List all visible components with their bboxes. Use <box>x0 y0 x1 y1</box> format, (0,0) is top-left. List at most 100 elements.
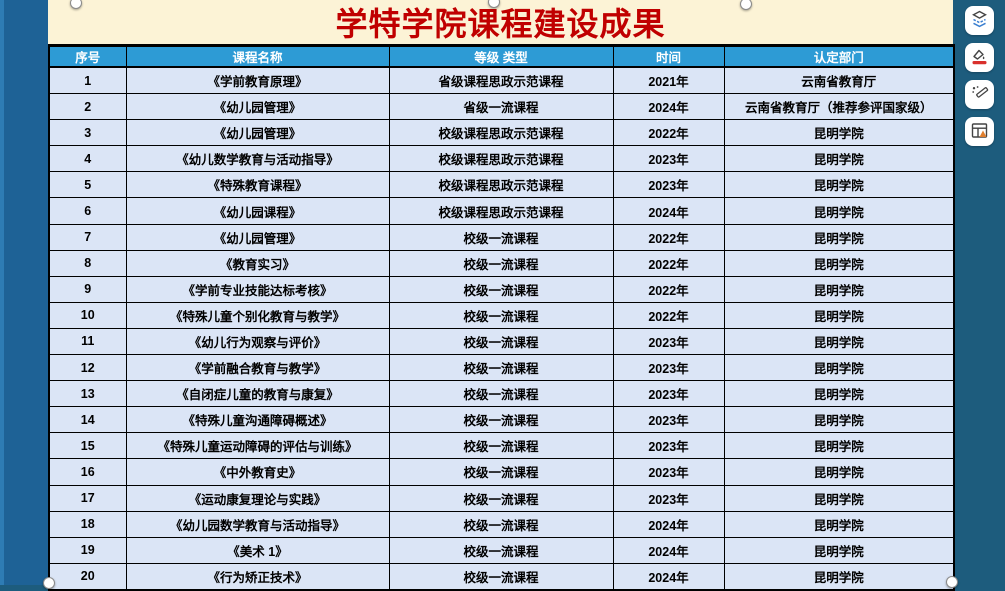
col-header-index: 序号 <box>48 44 127 68</box>
table-row[interactable]: 3 《幼儿园管理》 校级课程思政示范课程 2022年 昆明学院 <box>48 119 955 147</box>
table-row[interactable]: 20 《行为矫正技术》 校级一流课程 2024年 昆明学院 <box>48 562 955 591</box>
table-cell: 云南省教育厅 <box>723 66 955 95</box>
table-row[interactable]: 6 《幼儿园课程》 校级课程思政示范课程 2024年 昆明学院 <box>48 197 955 225</box>
table-cell: 《特殊教育课程》 <box>125 171 390 199</box>
table-cell: 校级一流课程 <box>388 249 614 277</box>
table-cell: 2023年 <box>612 484 725 512</box>
table-cell: 校级一流课程 <box>388 327 614 356</box>
table-cell: 省级课程思政示范课程 <box>388 66 614 95</box>
table-cell: 昆明学院 <box>723 197 955 225</box>
layers-icon <box>970 10 989 32</box>
table-cell: 2023年 <box>612 432 725 460</box>
table-cell: 17 <box>48 484 127 512</box>
table-cell: 校级一流课程 <box>388 223 614 251</box>
table-cell: 2021年 <box>612 66 725 95</box>
table-cell: 《学前专业技能达标考核》 <box>125 275 390 303</box>
table-cell: 昆明学院 <box>723 145 955 173</box>
table-cell: 《学前融合教育与教学》 <box>125 354 390 382</box>
selection-handle-bottom-right[interactable] <box>946 576 958 588</box>
table-style-button[interactable] <box>964 117 994 146</box>
course-table-body: 1 《学前教育原理》 省级课程思政示范课程 2021年 云南省教育厅 2 《幼儿园管理》 省级… <box>48 66 955 591</box>
table-cell: 校级一流课程 <box>388 406 614 434</box>
table-cell: 昆明学院 <box>723 536 955 564</box>
table-row[interactable]: 7 《幼儿园管理》 校级一流课程 2022年 昆明学院 <box>48 223 955 251</box>
table-cell: 2023年 <box>612 380 725 408</box>
beautify-button[interactable] <box>964 80 994 109</box>
table-cell: 2024年 <box>612 536 725 564</box>
table-cell: 4 <box>48 145 127 173</box>
table-cell: 昆明学院 <box>723 171 955 199</box>
table-cell: 14 <box>48 406 127 434</box>
table-cell: 2023年 <box>612 327 725 356</box>
table-row[interactable]: 2 《幼儿园管理》 省级一流课程 2024年 云南省教育厅（推荐参评国家级） <box>48 93 955 121</box>
table-cell: 1 <box>48 66 127 95</box>
table-cell: 《幼儿园数学教育与活动指导》 <box>125 510 390 538</box>
table-cell: 校级一流课程 <box>388 301 614 329</box>
slide-title[interactable]: 学特学院课程建设成果 <box>335 6 666 42</box>
table-cell: 校级一流课程 <box>388 536 614 564</box>
table-cell: 《学前教育原理》 <box>125 66 390 95</box>
table-cell: 15 <box>48 432 127 460</box>
table-cell: 昆明学院 <box>723 458 955 486</box>
fill-color-button[interactable] <box>964 43 994 72</box>
table-cell: 2024年 <box>612 562 725 591</box>
table-cell: 11 <box>48 327 127 356</box>
table-row[interactable]: 11 《幼儿行为观察与评价》 校级一流课程 2023年 昆明学院 <box>48 327 955 356</box>
table-row[interactable]: 5 《特殊教育课程》 校级课程思政示范课程 2023年 昆明学院 <box>48 171 955 199</box>
table-cell: 校级一流课程 <box>388 484 614 512</box>
table-cell: 校级一流课程 <box>388 354 614 382</box>
slide-canvas[interactable]: 学特学院课程建设成果 序号 课程名称 等级 类型 时间 认定部门 1 《学前教育原… <box>48 0 955 591</box>
selection-handle-top-right[interactable] <box>740 0 752 10</box>
table-cell: 昆明学院 <box>723 406 955 434</box>
table-row[interactable]: 8 《教育实习》 校级一流课程 2022年 昆明学院 <box>48 249 955 277</box>
table-cell: 10 <box>48 301 127 329</box>
table-cell: 昆明学院 <box>723 354 955 382</box>
table-cell: 昆明学院 <box>723 275 955 303</box>
table-cell: 昆明学院 <box>723 432 955 460</box>
table-row[interactable]: 4 《幼儿数学教育与活动指导》 校级课程思政示范课程 2023年 昆明学院 <box>48 145 955 173</box>
layers-button[interactable] <box>964 6 994 35</box>
table-cell: 2022年 <box>612 223 725 251</box>
course-table[interactable]: 序号 课程名称 等级 类型 时间 认定部门 1 《学前教育原理》 省级课程思政示范课… <box>48 44 955 591</box>
table-cell: 校级一流课程 <box>388 510 614 538</box>
table-cell: 《幼儿行为观察与评价》 <box>125 327 390 356</box>
table-cell: 校级课程思政示范课程 <box>388 119 614 147</box>
table-row[interactable]: 15 《特殊儿童运动障碍的评估与训练》 校级一流课程 2023年 昆明学院 <box>48 432 955 460</box>
table-cell: 昆明学院 <box>723 484 955 512</box>
table-cell: 《幼儿园管理》 <box>125 93 390 121</box>
col-header-course-name: 课程名称 <box>125 44 390 68</box>
fill-color-icon <box>970 47 989 69</box>
table-row[interactable]: 19 《美术 1》 校级一流课程 2024年 昆明学院 <box>48 536 955 564</box>
selection-handle-bottom-left[interactable] <box>43 577 55 589</box>
selection-handle-top-center[interactable] <box>488 0 500 8</box>
table-cell: 《幼儿园课程》 <box>125 197 390 225</box>
table-cell: 12 <box>48 354 127 382</box>
table-cell: 《自闭症儿童的教育与康复》 <box>125 380 390 408</box>
table-cell: 2 <box>48 93 127 121</box>
table-cell: 昆明学院 <box>723 510 955 538</box>
table-cell: 2023年 <box>612 171 725 199</box>
table-cell: 20 <box>48 562 127 591</box>
table-cell: 9 <box>48 275 127 303</box>
table-row[interactable]: 10 《特殊儿童个别化教育与教学》 校级一流课程 2022年 昆明学院 <box>48 301 955 329</box>
beautify-icon <box>970 84 989 106</box>
table-cell: 校级一流课程 <box>388 380 614 408</box>
table-cell: 《中外教育史》 <box>125 458 390 486</box>
table-cell: 《运动康复理论与实践》 <box>125 484 390 512</box>
table-row[interactable]: 17 《运动康复理论与实践》 校级一流课程 2023年 昆明学院 <box>48 484 955 512</box>
col-header-level-type: 等级 类型 <box>388 44 614 68</box>
table-row[interactable]: 9 《学前专业技能达标考核》 校级一流课程 2022年 昆明学院 <box>48 275 955 303</box>
table-row[interactable]: 12 《学前融合教育与教学》 校级一流课程 2023年 昆明学院 <box>48 354 955 382</box>
table-cell: 13 <box>48 380 127 408</box>
selection-handle-top-left[interactable] <box>70 0 82 9</box>
table-cell: 5 <box>48 171 127 199</box>
table-row[interactable]: 1 《学前教育原理》 省级课程思政示范课程 2021年 云南省教育厅 <box>48 66 955 95</box>
table-row[interactable]: 13 《自闭症儿童的教育与康复》 校级一流课程 2023年 昆明学院 <box>48 380 955 408</box>
table-cell: 2022年 <box>612 275 725 303</box>
table-cell: 2023年 <box>612 406 725 434</box>
table-cell: 《美术 1》 <box>125 536 390 564</box>
table-row[interactable]: 14 《特殊儿童沟通障碍概述》 校级一流课程 2023年 昆明学院 <box>48 406 955 434</box>
table-row[interactable]: 16 《中外教育史》 校级一流课程 2023年 昆明学院 <box>48 458 955 486</box>
table-cell: 昆明学院 <box>723 223 955 251</box>
table-row[interactable]: 18 《幼儿园数学教育与活动指导》 校级一流课程 2024年 昆明学院 <box>48 510 955 538</box>
